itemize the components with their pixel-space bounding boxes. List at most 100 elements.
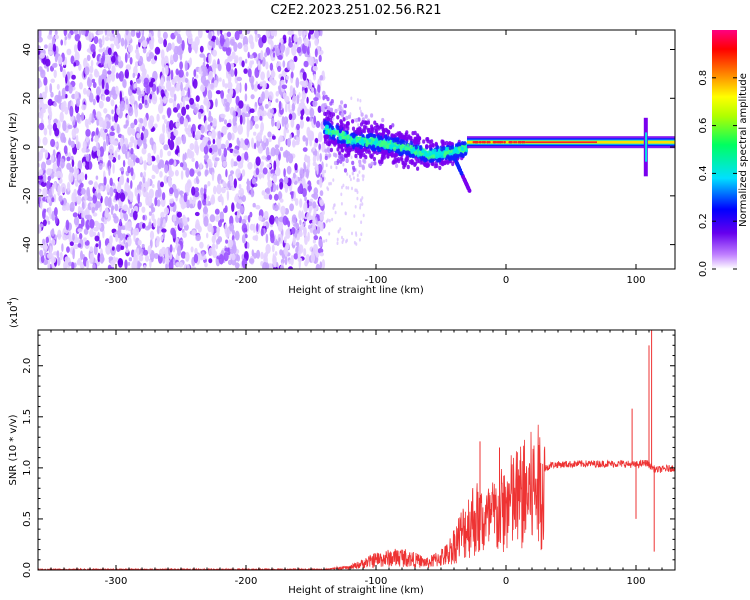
spectrogram-noise-cell — [292, 141, 295, 147]
spectrogram-transition-cell — [354, 146, 358, 151]
spectrogram-noise-cell — [134, 61, 139, 68]
spectrogram-noise-cell — [284, 247, 288, 257]
spectrogram-noise-cell — [189, 57, 193, 66]
spectrogram-noise-cell — [216, 227, 221, 233]
spectrogram-noise-cell — [77, 40, 82, 52]
spectrogram-noise-cell — [312, 201, 317, 209]
snr-y-tick-label: 1.0 — [22, 460, 33, 476]
colorbar-tick-label: 0.8 — [698, 70, 709, 86]
spectrogram-noise-cell — [142, 214, 145, 221]
spectrogram-transition-cell — [355, 118, 359, 123]
spectrogram-y-tick-label: -40 — [22, 236, 33, 252]
spectrogram-noise-cell — [262, 222, 267, 227]
spectrogram-noise-cell — [243, 44, 249, 53]
spectrogram-noise-cell — [191, 157, 195, 162]
spectrogram-noise-cell — [319, 261, 323, 269]
spectrogram-noise-cell — [44, 251, 47, 257]
spectrogram-noise-cell — [53, 62, 58, 68]
spectrogram-faint-cell — [341, 185, 343, 190]
spectrogram-noise-cell — [301, 223, 305, 231]
spectrogram-noise-cell — [153, 218, 157, 228]
spectrogram-noise-cell — [87, 31, 93, 42]
spectrogram-transition-cell — [365, 139, 369, 145]
spectrogram-noise-cell — [109, 32, 113, 42]
spectrogram-noise-cell — [54, 34, 59, 40]
spectrogram-noise-cell — [162, 218, 166, 227]
spectrogram-noise-cell — [305, 168, 309, 179]
spectrogram-noise-cell — [163, 38, 168, 48]
spectrogram-transition-cell — [417, 140, 421, 145]
spectrogram-noise-cell — [76, 259, 81, 266]
spectrogram-noise-cell — [238, 100, 244, 109]
spectrogram-noise-cell — [234, 262, 240, 269]
spectrogram-noise-cell — [135, 52, 140, 60]
spectrogram-noise-cell — [39, 81, 43, 87]
spectrogram-noise-cell — [211, 129, 216, 140]
spectrogram-transition-cell — [387, 136, 391, 141]
spectrogram-noise-cell — [127, 191, 130, 197]
spectrogram-noise-cell — [255, 156, 261, 166]
spectrogram-faint-cell — [356, 98, 359, 102]
spectrogram-transition-cell — [340, 100, 344, 105]
spectrogram-noise-cell — [105, 96, 111, 102]
carrier-hot-cell — [486, 140, 490, 144]
spectrogram-noise-cell — [151, 93, 158, 105]
spectrogram-noise-cell — [239, 114, 243, 125]
spectrogram-noise-cell — [89, 252, 93, 264]
spectrogram-noise-cell — [91, 131, 94, 139]
spectrogram-faint-cell — [360, 232, 363, 236]
spectrogram-noise-cell — [53, 102, 57, 107]
spectrogram-noise-cell — [143, 171, 147, 178]
spectrogram-noise-cell — [180, 251, 187, 259]
spectrogram-noise-cell — [208, 161, 213, 169]
spectrogram-transition-cell — [370, 129, 374, 134]
spectrogram-noise-cell — [151, 184, 155, 188]
colorbar-tick-label: 0.4 — [698, 165, 709, 181]
spectrogram-noise-cell — [308, 56, 314, 66]
spectrogram-noise-cell — [189, 97, 195, 105]
snr-x-ticks: -300 -200 -100 0 100 — [50, 330, 676, 587]
spectrogram-noise-cell — [130, 122, 135, 129]
spectrogram-transition-cell — [357, 117, 361, 122]
spectrogram-noise-cell — [144, 226, 151, 231]
spectrogram-transition-cell — [351, 133, 355, 138]
spectrogram-noise-cell — [127, 126, 132, 136]
spectrogram-noise-cell — [42, 219, 47, 227]
spectrogram-faint-cell — [359, 109, 362, 114]
spectrogram-noise-cell — [73, 216, 80, 226]
spectrogram-transition-cell — [392, 138, 396, 143]
page-title: C2E2.2023.251.02.56.R21 — [270, 3, 441, 18]
spectrogram-noise-cell — [45, 159, 52, 166]
spectrogram-noise-cell — [56, 83, 60, 90]
spectrogram-transition-cell — [324, 130, 329, 135]
snr-x-label: Height of straight line (km) — [288, 585, 424, 596]
spectrogram-noise-cell — [112, 163, 115, 174]
spectrogram-noise-cell — [207, 89, 213, 101]
spectrogram-noise-cell — [263, 210, 269, 220]
spectrogram-noise-cell — [137, 193, 140, 204]
spectrogram-transition-cell — [376, 147, 381, 153]
spectrogram-noise-cell — [71, 261, 75, 269]
carrier-hot-cell — [483, 140, 487, 144]
spectrogram-transition-cell — [360, 138, 364, 143]
spectrogram-noise-cell — [88, 92, 94, 103]
spectrogram-transition-cell — [338, 135, 342, 141]
spectrogram-noise-cell — [257, 109, 263, 118]
spectrogram-transition-cell — [361, 128, 365, 133]
spectrogram-noise-cell — [284, 183, 289, 193]
spectrogram-noise-cell — [95, 201, 101, 208]
spectrogram-noise-cell — [153, 165, 159, 173]
spectrogram-transition-cell — [396, 137, 400, 142]
spectrogram-noise-cell — [261, 56, 266, 67]
spectrogram-faint-cell — [335, 165, 338, 170]
spectrogram-noise-cell — [232, 229, 235, 236]
spectrogram-noise-cell — [141, 95, 145, 105]
spectrogram-transition-cell — [383, 149, 387, 155]
spectrogram-noise-cell — [248, 258, 255, 264]
spectrogram-noise-cell — [170, 227, 176, 236]
spectrogram-noise-cell — [241, 60, 245, 68]
spectrogram-noise-cell — [200, 187, 204, 196]
spectrogram-noise-cell — [275, 98, 279, 103]
spectrogram-noise-cell — [183, 192, 188, 203]
spectrogram-transition-cell — [360, 112, 364, 117]
